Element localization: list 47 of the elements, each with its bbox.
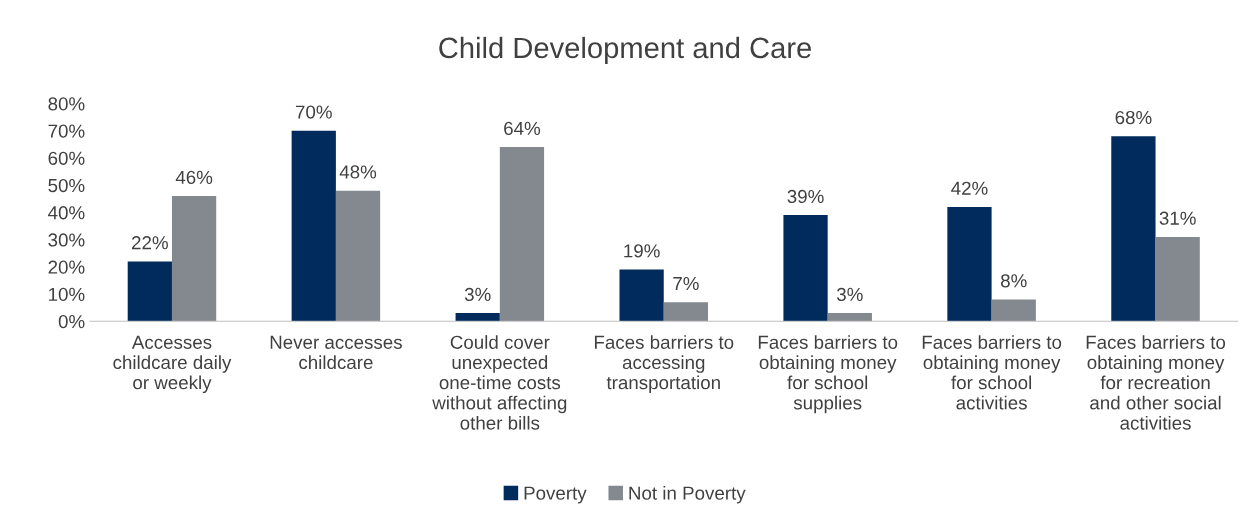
bar xyxy=(1111,136,1156,322)
data-label: 70% xyxy=(295,105,332,119)
y-tick-label: 0% xyxy=(58,314,85,329)
x-tick-label: Faces barriers to obtaining money for school supplies xyxy=(758,335,898,414)
bar xyxy=(1155,236,1200,322)
bar xyxy=(499,147,545,322)
bar xyxy=(291,130,336,322)
legend-label: Not in Poverty xyxy=(629,486,746,504)
data-label: 22% xyxy=(132,236,168,250)
x-tick-label: Never accesses childcare xyxy=(270,335,402,370)
x-tick-label: Could cover unexpected one-time costs without affecting other bills xyxy=(432,335,567,430)
data-label: 7% xyxy=(673,276,699,291)
y-tick-label: 20% xyxy=(48,260,85,274)
y-tick-label: 10% xyxy=(49,287,85,302)
data-label: 31% xyxy=(1159,211,1196,225)
y-tick-label: 60% xyxy=(48,151,85,165)
y-tick-label: 40% xyxy=(48,206,85,220)
data-label: 3% xyxy=(836,287,863,302)
data-label: 3% xyxy=(464,287,491,302)
x-tick-label: Faces barriers to accessing transportation xyxy=(594,335,734,394)
data-label: 42% xyxy=(951,181,988,195)
y-tick-label: 30% xyxy=(48,233,85,247)
bar xyxy=(335,190,381,322)
bar xyxy=(455,313,500,322)
data-label: 19% xyxy=(624,244,660,258)
bar xyxy=(127,261,172,322)
y-tick-label: 80% xyxy=(48,97,85,111)
x-tick-label: Faces barriers to obtaining money for school activities xyxy=(922,335,1062,410)
data-label: 39% xyxy=(787,189,824,204)
bar xyxy=(827,313,872,322)
bar xyxy=(783,215,828,322)
data-label: 46% xyxy=(175,170,213,185)
x-tick-label: Faces barriers to obtaining money for recreation and other social activities xyxy=(1086,335,1226,430)
data-label: 68% xyxy=(1115,110,1152,125)
bar xyxy=(991,299,1036,322)
bar xyxy=(663,302,709,322)
data-label: 64% xyxy=(504,121,541,136)
y-tick-label: 70% xyxy=(48,124,85,138)
chart-title: Child Development and Care xyxy=(439,36,811,65)
legend-label: Poverty xyxy=(524,486,587,504)
bar xyxy=(171,196,217,322)
y-tick-label: 50% xyxy=(48,178,85,193)
bar xyxy=(619,269,664,322)
bar xyxy=(947,206,992,322)
x-tick-label: Accesses childcare daily or weekly xyxy=(113,335,232,394)
data-label: 48% xyxy=(339,165,377,179)
data-label: 8% xyxy=(1001,274,1027,288)
